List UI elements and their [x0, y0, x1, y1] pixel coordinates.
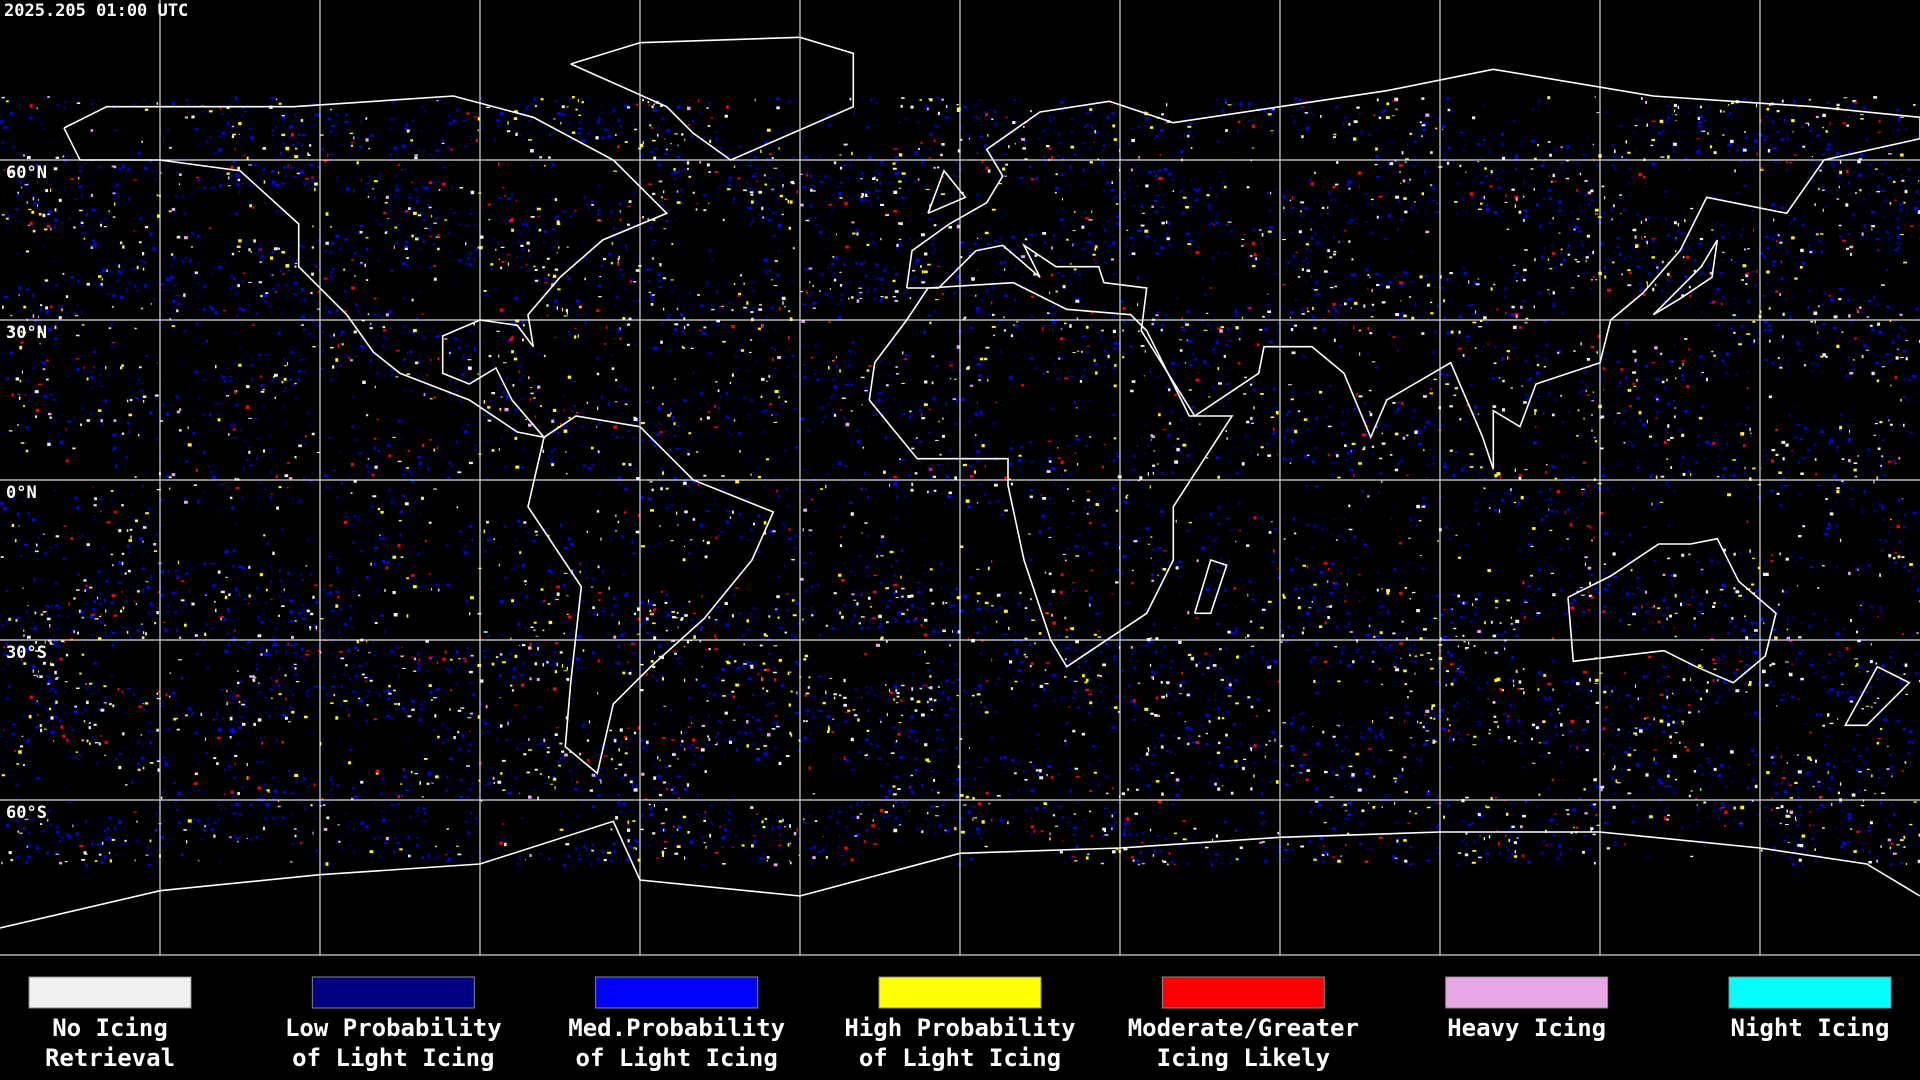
latitude-label: 60°N — [6, 163, 47, 183]
graticule — [0, 0, 1920, 956]
coastlines — [0, 36, 1920, 929]
coastline — [868, 281, 1234, 668]
legend-label: No Icing — [52, 1014, 168, 1042]
legend-label: Med.Probability — [568, 1014, 785, 1042]
coastline — [63, 95, 669, 439]
latitude-label: 30°N — [6, 323, 47, 343]
legend-label: Icing Likely — [1157, 1044, 1330, 1072]
coastline — [905, 68, 1920, 470]
legend-label: Heavy Icing — [1447, 1014, 1606, 1042]
legend-label: Retrieval — [45, 1044, 175, 1072]
legend-swatch — [595, 976, 759, 1009]
legend-label: of Light Icing — [859, 1044, 1061, 1072]
legend-swatch — [28, 976, 192, 1009]
timestamp: 2025.205 01:00 UTC — [4, 1, 188, 21]
coastline — [527, 415, 775, 775]
latitude-label: 0°N — [6, 483, 37, 503]
legend-label: High Probability — [844, 1014, 1075, 1042]
legend-label: Low Probability — [285, 1014, 502, 1042]
coastline — [927, 169, 967, 215]
coastline — [1567, 537, 1777, 684]
coastline — [1193, 558, 1228, 615]
latitude-label: 30°S — [6, 643, 47, 663]
legend-label: Moderate/Greater — [1128, 1014, 1359, 1042]
legend-swatch — [1161, 976, 1325, 1009]
coastline — [1652, 239, 1719, 316]
legend-swatch — [1728, 976, 1892, 1009]
latitude-label: 60°S — [6, 803, 47, 823]
legend-label: of Light Icing — [292, 1044, 494, 1072]
legend-label: of Light Icing — [576, 1044, 778, 1072]
legend-swatch — [878, 976, 1042, 1009]
coastline — [570, 36, 855, 161]
coastline — [1843, 665, 1911, 727]
legend-label: Night Icing — [1731, 1014, 1890, 1042]
map-labels: 2025.205 01:00 UTC 60°N 30°N 0°N 30°S 60°S — [4, 1, 188, 823]
legend-swatch — [1445, 976, 1609, 1009]
legend-swatch — [311, 976, 475, 1009]
